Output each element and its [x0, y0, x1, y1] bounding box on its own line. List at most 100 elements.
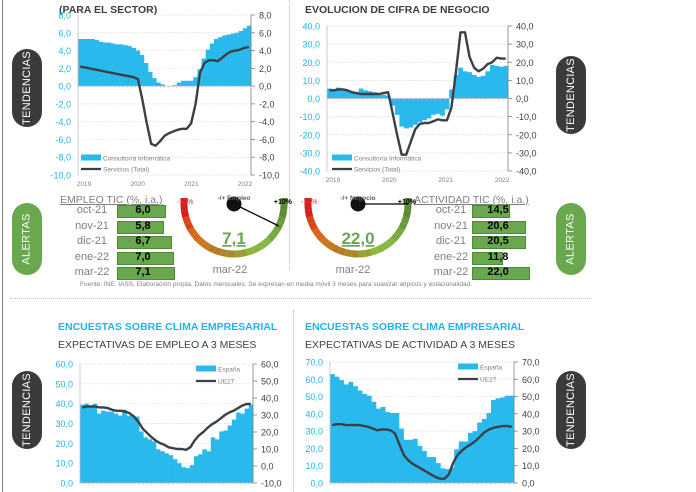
bar: [431, 457, 437, 483]
gauge-arc-segment: [306, 215, 316, 225]
bar: [468, 432, 473, 483]
gauge-max-cap: [404, 198, 412, 204]
gauge-arc-segment: [182, 215, 192, 225]
y-tick-label: 30,0: [305, 427, 323, 437]
y2-tick-label: 60,0: [522, 375, 540, 385]
row-bar: [117, 236, 172, 249]
y2-tick-label: 30,0: [522, 427, 540, 437]
bar: [376, 93, 382, 99]
gauge-hub: [226, 196, 242, 212]
bar: [403, 98, 409, 129]
bar: [509, 395, 515, 483]
legend-swatch-bar: [458, 363, 478, 370]
bar: [339, 380, 345, 483]
y-tick-label: -40,0: [299, 167, 320, 177]
alertas-pill-left: ALERTAS: [12, 203, 42, 275]
bar: [246, 25, 252, 87]
gauge-arc-segment: [308, 221, 318, 231]
bar: [177, 463, 182, 483]
bar: [327, 88, 332, 99]
bar: [126, 415, 131, 483]
bar: [90, 39, 95, 87]
bar: [222, 35, 227, 87]
gauge-arc-segment: [239, 248, 248, 258]
empleo-header: EMPLEO TIC (%, i.a.): [60, 194, 163, 206]
bar: [444, 98, 450, 110]
bar: [372, 92, 378, 99]
chart1-title: (PARA EL SECTOR): [59, 4, 158, 16]
y-tick-label: 40,0: [302, 22, 320, 32]
tendencias-pill-top-left: TENDENCIAS: [12, 49, 42, 127]
gauge-arc-segment: [266, 232, 277, 242]
gauge-arc-segment: [184, 221, 194, 231]
bar: [462, 71, 468, 99]
bar: [486, 412, 492, 483]
y2-tick-label: 6,0: [259, 28, 272, 38]
row-label: dic-21: [77, 235, 107, 247]
legend-label: Servicios (Total): [354, 167, 400, 174]
row-label: ene-22: [433, 250, 469, 263]
bar: [491, 400, 496, 483]
gauge-arc-segment: [191, 232, 202, 242]
gauge-actividad: -/+ Negocio -10% +10% 22,0: [301, 195, 417, 258]
y-tick-label: 30,0: [302, 40, 320, 50]
bar: [381, 94, 387, 99]
x-tick-label: 2022: [495, 177, 510, 184]
row-value: 20,6: [487, 219, 509, 232]
gauge-arc-segment: [325, 240, 335, 251]
y2-tick-label: -6,0: [259, 135, 275, 145]
bar: [389, 412, 395, 483]
y-tick-label: 40,0: [305, 409, 323, 419]
bar: [236, 412, 241, 483]
y-tick-label: 8,0: [58, 11, 71, 21]
gauge-arc-segment: [390, 232, 401, 242]
legend-label: UE27: [480, 377, 497, 384]
bar: [244, 408, 250, 483]
y-tick-label: 50,0: [55, 379, 73, 389]
bar: [336, 87, 341, 99]
bar: [143, 63, 149, 87]
gauge-arc-segment: [276, 215, 286, 225]
bar: [172, 459, 178, 483]
y2-tick-label: 20,0: [516, 58, 534, 68]
bar: [399, 428, 404, 483]
y-tick-label: 60,0: [55, 360, 73, 370]
gauge-arc-segment: [245, 246, 255, 256]
bar: [463, 441, 469, 483]
gauge-arc-segment: [201, 240, 211, 251]
y2-tick-label: 60,0: [261, 360, 279, 370]
bar: [440, 98, 445, 116]
bar: [115, 44, 120, 87]
bar: [119, 44, 124, 87]
empleo-gauge-date: mar-22: [212, 264, 248, 276]
bar: [215, 439, 220, 483]
gauge-min-label: -10%: [301, 199, 317, 206]
chart3-title: ENCUESTAS SOBRE CLIMA EMPRESARIAL: [58, 321, 278, 333]
chart3-subtitle: EXPECTATIVAS DE EMPLEO A 3 MESES: [58, 339, 257, 351]
x-tick-label: 2020: [130, 181, 145, 188]
bar: [500, 397, 506, 483]
gauge-needle: [233, 203, 280, 227]
chart2-title: EVOLUCION DE CIFRA DE NEGOCIO: [305, 4, 490, 16]
bar: [230, 33, 235, 87]
bar: [193, 77, 198, 87]
y2-tick-label: 20,0: [522, 444, 540, 454]
bar: [362, 393, 368, 483]
bar: [134, 416, 140, 483]
row-bar: [472, 236, 527, 249]
bar: [354, 92, 359, 99]
bar: [495, 398, 501, 483]
legend-label: Servicios (Total): [103, 167, 149, 174]
x-tick-label: 2020: [382, 177, 397, 184]
bar: [185, 80, 190, 87]
bar: [88, 405, 93, 483]
bar: [122, 409, 127, 483]
bar: [380, 406, 386, 483]
y2-tick-label: 4,0: [259, 46, 272, 56]
bar: [92, 403, 98, 483]
bar: [202, 449, 207, 483]
bar: [408, 98, 414, 128]
row-bar: [472, 251, 504, 265]
y2-tick-label: -4,0: [259, 117, 275, 127]
bar: [160, 451, 165, 483]
